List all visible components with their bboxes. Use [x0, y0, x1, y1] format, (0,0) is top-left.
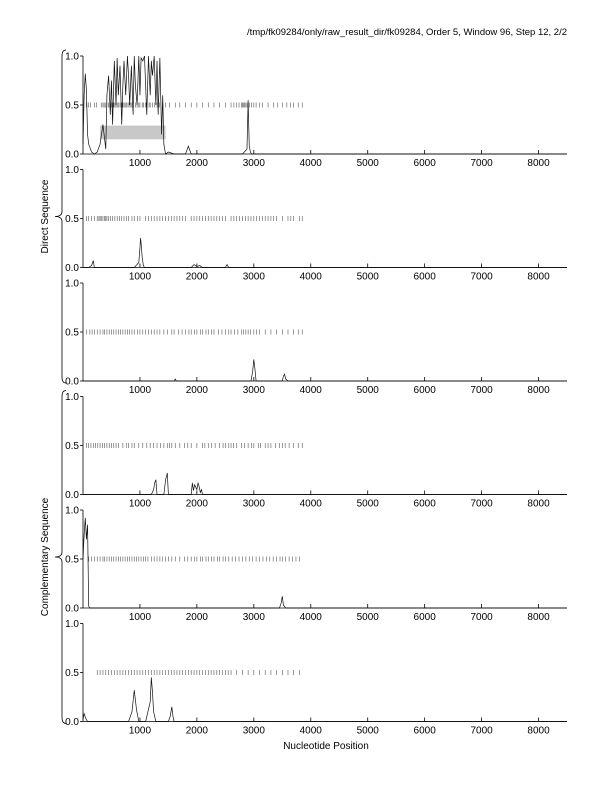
x-tick-label: 7000: [470, 726, 493, 737]
group-bracket: [54, 49, 67, 384]
y-tick-label: 0.0: [65, 377, 79, 388]
panels: 0.0 0.5 1.0 1000 2000 3000 4000 5000 6000 7000 800…: [65, 52, 567, 737]
x-tick-label: 1000: [129, 158, 152, 169]
series-line: [83, 238, 567, 268]
x-tick-label: 8000: [527, 499, 550, 510]
y-tick-label: 1.0: [65, 506, 79, 517]
marks-row: [86, 329, 303, 335]
y-tick-label: 0.5: [65, 214, 79, 225]
x-tick-label: 3000: [243, 158, 266, 169]
y-tick-label: 0.0: [65, 263, 79, 274]
group-bracket: [54, 390, 67, 724]
x-tick-label: 7000: [470, 272, 493, 283]
y-tick-label: 0.0: [65, 604, 79, 615]
marks-row: [86, 102, 303, 108]
x-tick-label: 4000: [300, 726, 323, 737]
x-tick-label: 4000: [300, 385, 323, 396]
x-tick-label: 3000: [243, 612, 266, 623]
x-tick-label: 3000: [243, 499, 266, 510]
x-tick-label: 8000: [527, 385, 550, 396]
panel-4: 0.0 0.5 1.0 1000 2000 3000 4000 5000 6000 7000 800…: [65, 392, 567, 510]
x-tick-label: 3000: [243, 726, 266, 737]
x-tick-label: 5000: [357, 612, 380, 623]
group-brackets: Direct Sequence Complementary Sequence: [40, 49, 67, 724]
x-tick-label: 1000: [129, 385, 152, 396]
x-tick-label: 7000: [470, 158, 493, 169]
x-tick-label: 1000: [129, 272, 152, 283]
panel-3: 0.0 0.5 1.0 1000 2000 3000 4000 5000 6000 7000 800…: [65, 279, 567, 396]
x-tick-label: 6000: [414, 612, 437, 623]
marks-row: [86, 443, 303, 448]
y-tick-label: 0.5: [65, 441, 79, 452]
y-tick-label: 1.0: [65, 279, 79, 290]
header-text: /tmp/fk09284/only/raw_result_dir/fk09284…: [247, 27, 567, 38]
series-line: [82, 677, 567, 722]
panel-2: 0.0 0.5 1.0 1000 2000 3000 4000 5000 6000 7000 800…: [65, 165, 567, 283]
x-tick-label: 8000: [527, 272, 550, 283]
highlight-region: [100, 125, 166, 140]
x-tick-label: 7000: [470, 612, 493, 623]
y-tick-label: 0.0: [65, 150, 79, 161]
x-tick-label: 5000: [357, 272, 380, 283]
x-tick-label: 3000: [243, 385, 266, 396]
marks-row: [88, 556, 300, 562]
marks-row: [96, 670, 300, 675]
x-tick-label: 2000: [186, 499, 209, 510]
x-tick-label: 1000: [129, 726, 152, 737]
marks-row: [86, 216, 303, 221]
x-tick-label: 8000: [527, 726, 550, 737]
x-tick-label: 3000: [243, 272, 266, 283]
y-tick-label: 0.5: [65, 328, 79, 339]
x-tick-label: 2000: [186, 385, 209, 396]
x-tick-label: 7000: [470, 499, 493, 510]
x-tick-label: 4000: [300, 272, 323, 283]
x-tick-label: 7000: [470, 385, 493, 396]
x-tick-label: 6000: [414, 499, 437, 510]
panel-5: 0.0 0.5 1.0 1000 2000 3000 4000 5000 6000 7000 800…: [65, 506, 567, 623]
x-tick-label: 8000: [527, 612, 550, 623]
x-tick-label: 6000: [414, 726, 437, 737]
y-tick-label: 1.0: [65, 52, 79, 63]
x-tick-label: 4000: [300, 499, 323, 510]
y-tick-label: 0.0: [65, 717, 79, 728]
x-tick-label: 6000: [414, 158, 437, 169]
y-tick-label: 1.0: [65, 392, 79, 403]
y-tick-label: 1.0: [65, 165, 79, 176]
y-tick-label: 1.0: [65, 619, 79, 630]
y-tick-label: 0.5: [65, 101, 79, 112]
x-tick-label: 1000: [129, 499, 152, 510]
series-line: [83, 472, 567, 495]
x-tick-label: 2000: [186, 158, 209, 169]
x-tick-label: 5000: [357, 385, 380, 396]
x-tick-label: 2000: [186, 612, 209, 623]
x-tick-label: 4000: [300, 612, 323, 623]
series-line: [83, 359, 567, 382]
x-tick-label: 8000: [527, 158, 550, 169]
x-tick-label: 2000: [186, 726, 209, 737]
x-tick-label: 6000: [414, 385, 437, 396]
group-label: Direct Sequence: [40, 179, 51, 253]
x-tick-label: 5000: [357, 158, 380, 169]
panel-1: 0.0 0.5 1.0 1000 2000 3000 4000 5000 6000 7000 800…: [65, 52, 567, 169]
series-line: [82, 517, 567, 609]
x-tick-label: 5000: [357, 726, 380, 737]
panel-6: 0.0 0.5 1.0 1000 2000 3000 4000 5000 6000 7000 800…: [65, 619, 567, 737]
x-tick-label: 1000: [129, 612, 152, 623]
x-tick-label: 4000: [300, 158, 323, 169]
x-tick-label: 2000: [186, 272, 209, 283]
y-tick-label: 0.0: [65, 490, 79, 501]
x-tick-label: 5000: [357, 499, 380, 510]
x-tick-label: 6000: [414, 272, 437, 283]
group-label: Complementary Sequence: [40, 497, 51, 616]
y-tick-label: 0.5: [65, 668, 79, 679]
x-axis-label: Nucleotide Position: [283, 741, 369, 752]
y-tick-label: 0.5: [65, 555, 79, 566]
